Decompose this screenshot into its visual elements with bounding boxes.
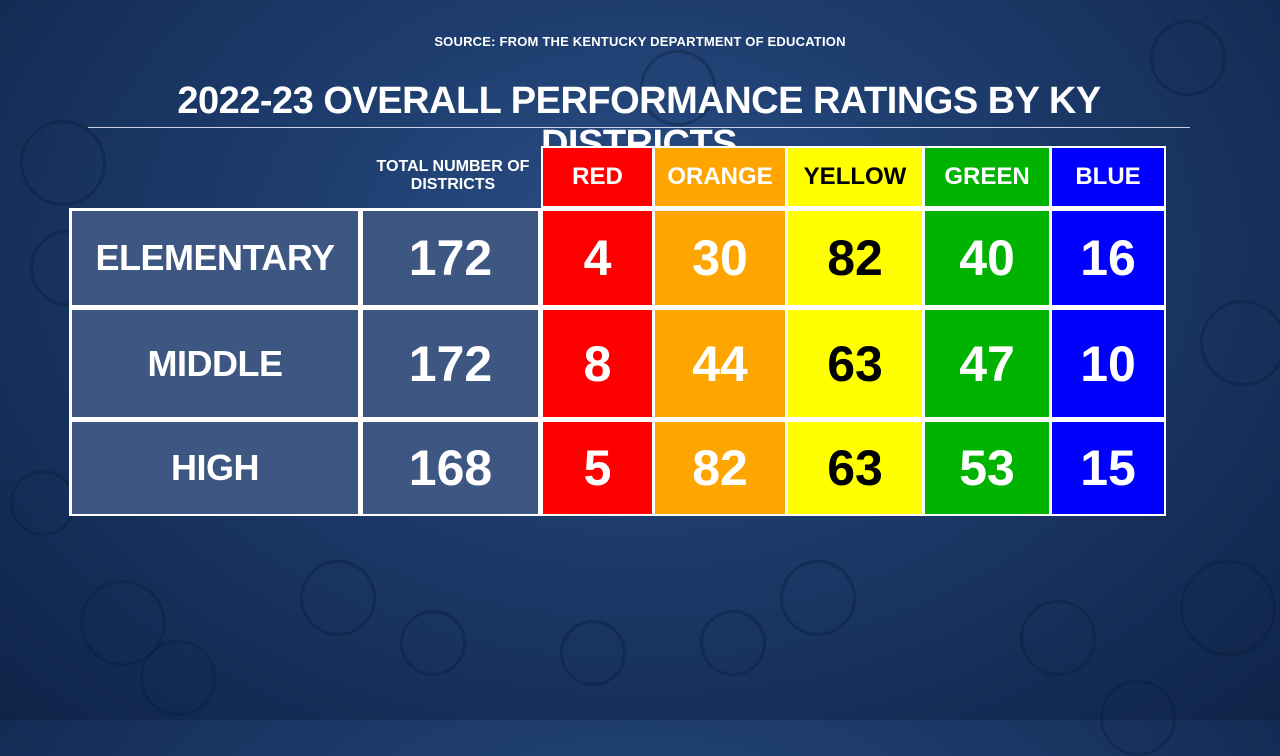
column-header-green: GREEN [925,148,1049,206]
column-header-blue: BLUE [1052,148,1164,206]
page-title: 2022-23 OVERALL PERFORMANCE RATINGS BY K… [177,80,1101,165]
rating-value-yellow: 63 [788,310,922,417]
column-header-red: RED [543,148,652,206]
total-districts-value: 172 [363,310,538,417]
row-label: ELEMENTARY [72,211,358,305]
bubble-decoration [140,640,216,716]
rating-value-red: 4 [543,211,652,305]
rating-value-yellow: 63 [788,422,922,514]
bubble-decoration [1150,20,1226,96]
total-districts-value: 172 [363,211,538,305]
total-districts-value: 168 [363,422,538,514]
rating-value-orange: 30 [655,211,785,305]
rating-value-orange: 44 [655,310,785,417]
rating-value-red: 8 [543,310,652,417]
bubble-decoration [80,580,166,666]
row-label: MIDDLE [72,310,358,417]
total-districts-header: TOTAL NUMBER OF DISTRICTS [376,158,530,193]
bubble-decoration [1180,560,1276,656]
rating-value-blue: 10 [1052,310,1164,417]
rating-value-blue: 15 [1052,422,1164,514]
rating-value-green: 53 [925,422,1049,514]
row-label: HIGH [72,422,358,514]
bubble-decoration [1020,600,1096,676]
rating-value-blue: 16 [1052,211,1164,305]
bubble-decoration [20,120,106,206]
bubble-decoration [400,610,466,676]
bubble-decoration [300,560,376,636]
bubble-decoration [700,610,766,676]
rating-value-green: 47 [925,310,1049,417]
column-header-orange: ORANGE [655,148,785,206]
title-divider [88,127,1190,128]
bubble-decoration [1100,680,1176,756]
bubble-decoration [780,560,856,636]
column-header-yellow: YELLOW [788,148,922,206]
rating-value-yellow: 82 [788,211,922,305]
source-note: SOURCE: FROM THE KENTUCKY DEPARTMENT OF … [434,34,846,49]
rating-value-green: 40 [925,211,1049,305]
bubble-decoration [1200,300,1280,386]
rating-value-orange: 82 [655,422,785,514]
bubble-decoration [10,470,76,536]
rating-value-red: 5 [543,422,652,514]
bubble-decoration [640,50,716,126]
bubble-decoration [560,620,626,686]
